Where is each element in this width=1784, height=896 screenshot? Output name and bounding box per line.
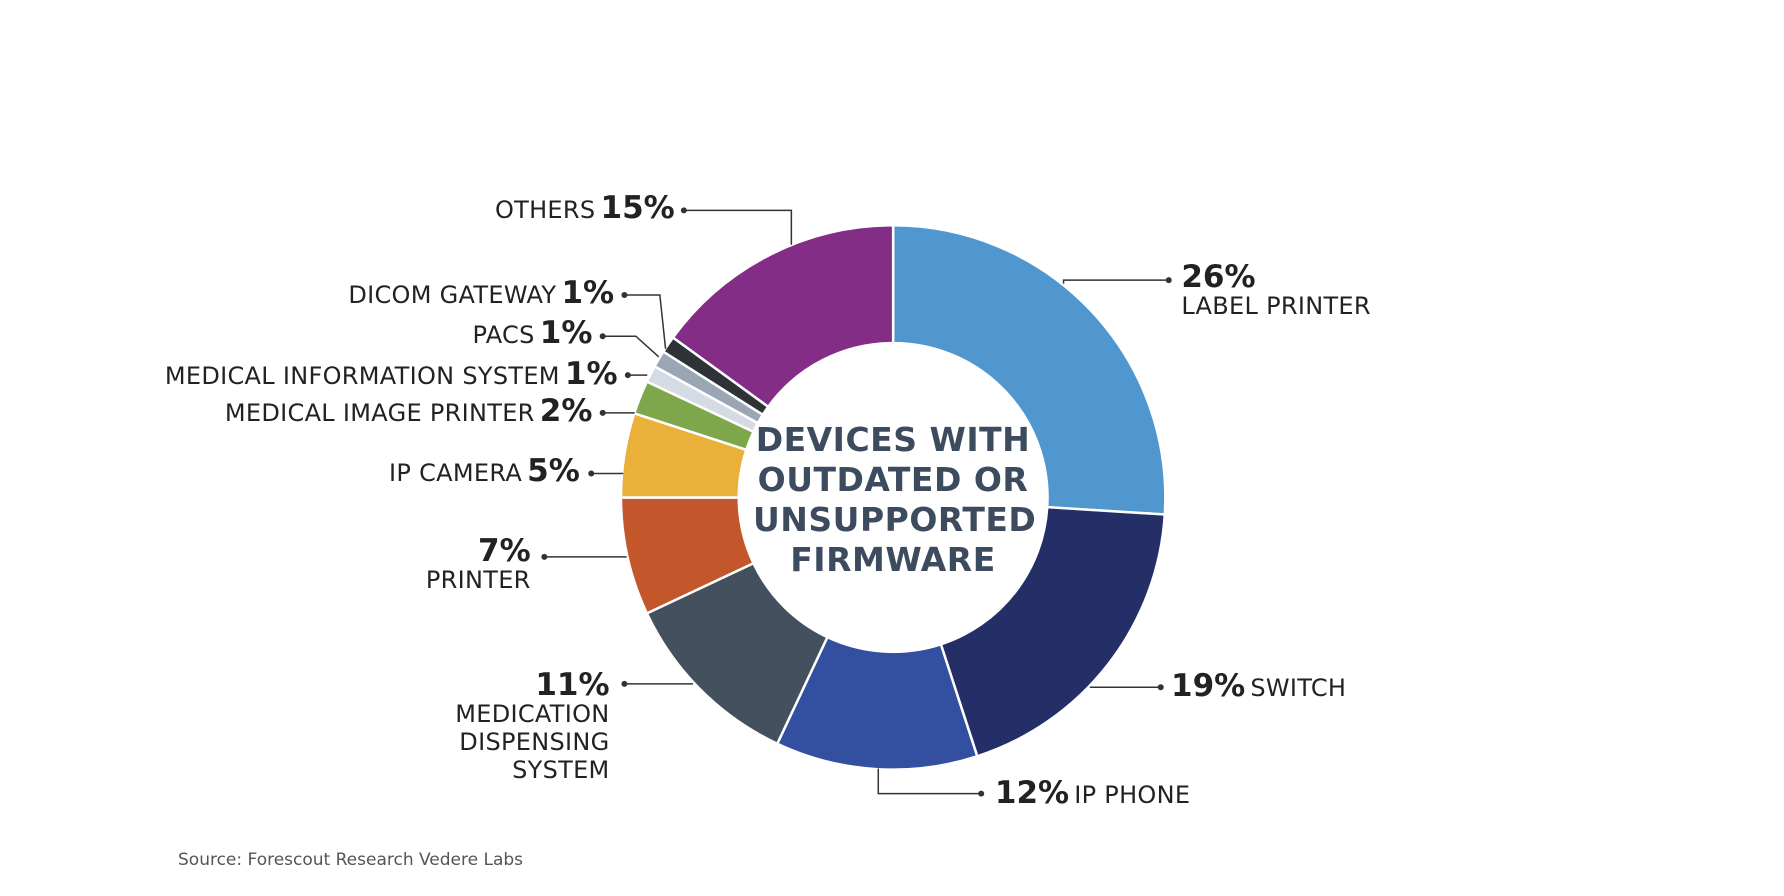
category-label: IP CAMERA xyxy=(389,459,523,488)
leader-line xyxy=(877,768,982,795)
category-label: PRINTER xyxy=(425,566,531,595)
slice-label: 12% IP PHONE xyxy=(994,774,1191,813)
value-label: 1% xyxy=(561,274,615,311)
leader-line xyxy=(1062,279,1169,284)
leader-dot xyxy=(588,470,595,477)
category-label: SWITCH xyxy=(1250,674,1347,703)
category-label: MEDICAL INFORMATION SYSTEM xyxy=(164,362,560,391)
leader-line xyxy=(624,294,667,349)
slice-label: OTHERS 15% xyxy=(495,193,675,228)
leader-dot xyxy=(624,372,631,379)
category-label: PACS xyxy=(472,320,535,349)
value-label: 5% xyxy=(527,453,580,490)
leader-dot xyxy=(599,409,606,416)
donut-segment xyxy=(891,224,1167,516)
category-label: OTHERS xyxy=(494,196,596,225)
leader-dot xyxy=(599,333,606,340)
category-label: MEDICAL IMAGE PRINTER xyxy=(224,398,535,427)
leader-dot xyxy=(541,553,548,560)
value-label: 7% xyxy=(478,533,531,570)
category-label: MEDICATION DISPENSING SYSTEM xyxy=(455,700,610,785)
leader-line xyxy=(683,209,793,245)
category-label: LABEL PRINTER xyxy=(1181,291,1371,320)
value-label: 12% xyxy=(994,774,1070,811)
leader-dot xyxy=(1165,277,1172,284)
slice-label: 11% MEDICATION DISPENSING SYSTEM xyxy=(360,667,610,785)
leader-dot xyxy=(680,207,687,214)
slice-label: 26% LABEL PRINTER xyxy=(1181,258,1371,320)
source-note: Source: Forescout Research Vedere Labs xyxy=(178,850,524,870)
leader-dot xyxy=(1157,684,1164,691)
value-label: 1% xyxy=(539,314,593,351)
category-label: DICOM GATEWAY xyxy=(348,280,557,309)
value-label: 26% xyxy=(1181,258,1256,295)
value-label: 19% xyxy=(1171,668,1246,705)
leader-dot xyxy=(978,790,985,797)
slice-label: MEDICAL INFORMATION SYSTEM 1% xyxy=(165,359,618,394)
slice-label: IP CAMERA 5% xyxy=(389,456,580,491)
category-label: IP PHONE xyxy=(1074,780,1191,809)
slice-label: MEDICAL IMAGE PRINTER 2% xyxy=(224,392,593,431)
slice-label: DICOM GATEWAY 1% xyxy=(348,274,615,313)
leader-dot xyxy=(621,292,628,299)
value-label: 11% xyxy=(535,667,610,704)
center-label: DEVICES WITH OUTDATED OR UNSUPPORTED FIR… xyxy=(753,420,1037,579)
donut-segment xyxy=(671,224,895,409)
value-label: 2% xyxy=(539,392,593,429)
value-label: 1% xyxy=(564,356,618,393)
leader-line xyxy=(602,335,660,358)
leader-dot xyxy=(621,680,628,687)
value-label: 15% xyxy=(600,190,675,227)
donut-segment xyxy=(939,505,1167,758)
slice-label: 19% SWITCH xyxy=(1171,671,1346,706)
slice-label: 7% PRINTER xyxy=(425,533,531,595)
slice-label: PACS 1% xyxy=(472,314,593,353)
